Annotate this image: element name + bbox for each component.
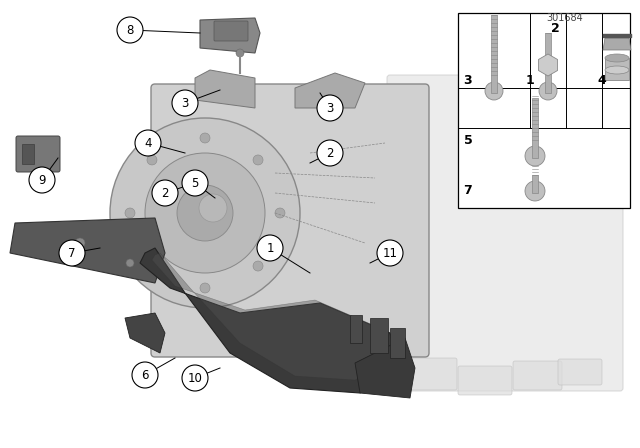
Circle shape [525,181,545,201]
FancyBboxPatch shape [214,21,248,41]
Circle shape [147,261,157,271]
Polygon shape [200,18,260,53]
Bar [491,15,497,93]
Polygon shape [603,38,631,50]
Circle shape [377,240,403,266]
Circle shape [317,140,343,166]
FancyBboxPatch shape [513,361,562,390]
Text: 5: 5 [463,134,472,146]
Circle shape [147,155,157,165]
Polygon shape [295,73,365,108]
Text: 3: 3 [464,73,472,86]
Polygon shape [152,253,390,380]
Text: 9: 9 [38,173,45,186]
Polygon shape [390,328,405,358]
Polygon shape [125,313,165,353]
Circle shape [126,259,134,267]
Circle shape [125,208,135,218]
Circle shape [135,130,161,156]
Bar [545,33,551,93]
Bar [458,13,630,208]
FancyBboxPatch shape [151,84,429,357]
Text: 8: 8 [126,23,134,36]
Text: 2: 2 [161,186,169,199]
Text: 3: 3 [326,102,333,115]
Circle shape [200,283,210,293]
Circle shape [172,90,198,116]
Polygon shape [355,338,415,398]
Circle shape [236,49,244,57]
Circle shape [257,235,283,261]
Circle shape [485,82,503,100]
Polygon shape [140,248,400,393]
Text: 11: 11 [383,246,397,259]
Circle shape [177,185,233,241]
Text: 301684: 301684 [547,13,584,23]
Text: 2: 2 [326,146,333,159]
Circle shape [253,155,263,165]
Circle shape [539,82,557,100]
Polygon shape [350,315,362,343]
Bar [22,144,34,164]
Text: 4: 4 [598,73,606,86]
Text: 5: 5 [191,177,198,190]
Text: 1: 1 [525,73,534,86]
Circle shape [182,170,208,196]
FancyBboxPatch shape [398,358,457,390]
Text: 1: 1 [266,241,274,254]
Polygon shape [370,318,388,353]
Circle shape [29,167,55,193]
Bar [532,98,538,158]
FancyBboxPatch shape [458,366,512,395]
Ellipse shape [605,54,629,62]
Ellipse shape [605,66,629,74]
FancyBboxPatch shape [16,136,60,172]
Circle shape [152,180,178,206]
Text: 6: 6 [141,369,148,382]
Polygon shape [195,70,255,108]
Circle shape [525,146,545,166]
Circle shape [253,261,263,271]
FancyBboxPatch shape [387,75,623,391]
Text: 2: 2 [550,22,559,34]
Text: 10: 10 [188,371,202,384]
Text: 3: 3 [181,96,189,109]
Text: 7: 7 [68,246,76,259]
Circle shape [275,208,285,218]
Polygon shape [10,218,165,283]
Circle shape [182,365,208,391]
Circle shape [132,362,158,388]
Circle shape [145,153,265,273]
Circle shape [75,238,85,248]
Circle shape [200,133,210,143]
Circle shape [117,17,143,43]
Circle shape [317,95,343,121]
Text: 7: 7 [463,184,472,197]
Bar [605,58,629,80]
Polygon shape [538,54,557,76]
Circle shape [199,194,227,222]
FancyBboxPatch shape [558,359,602,385]
Text: 4: 4 [144,137,152,150]
Bar [532,175,538,193]
Circle shape [59,240,85,266]
Circle shape [110,118,300,308]
